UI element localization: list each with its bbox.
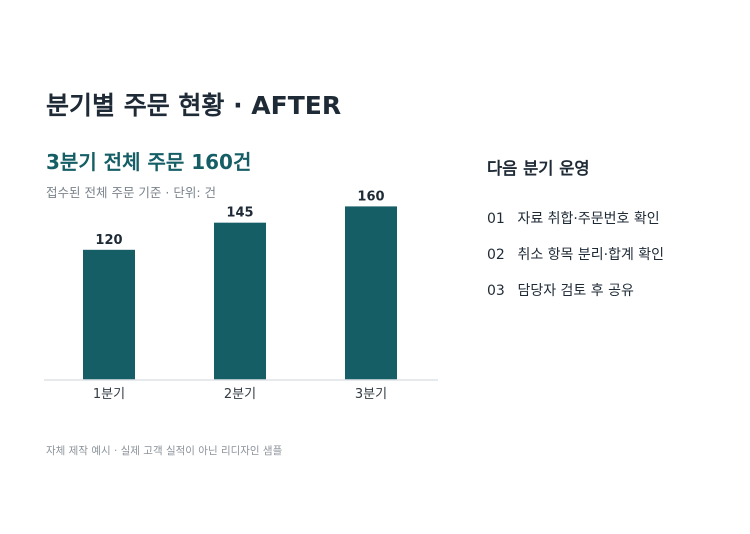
data-label: 160 (357, 189, 384, 204)
data-label: 120 (95, 233, 122, 248)
list-item-number: 03 (487, 283, 505, 299)
category-label: 1분기 (93, 387, 125, 402)
bar (214, 222, 266, 380)
list-item: 02 취소 항목 분리·합계 확인 (487, 243, 664, 279)
next-quarter-list: 01 자료 취합·주문번호 확인 02 취소 항목 분리·합계 확인 03 담당… (487, 207, 664, 315)
list-item-number: 01 (487, 211, 505, 227)
side-panel-heading: 다음 분기 운영 (487, 159, 590, 178)
chart-subtitle: 접수된 전체 주문 기준 · 단위: 건 (46, 185, 217, 200)
data-label: 145 (226, 206, 253, 221)
chart-headline: 3분기 전체 주문 160건 (46, 150, 252, 174)
category-label: 2분기 (224, 387, 256, 402)
bar (83, 249, 135, 380)
category-label: 3분기 (355, 387, 387, 402)
list-item: 03 담당자 검토 후 공유 (487, 279, 664, 315)
list-item: 01 자료 취합·주문번호 확인 (487, 207, 664, 243)
footnote: 자체 제작 예시 · 실제 고객 실적이 아닌 리디자인 샘플 (46, 445, 283, 457)
list-item-text: 담당자 검토 후 공유 (517, 283, 634, 299)
list-item-text: 자료 취합·주문번호 확인 (517, 211, 660, 227)
bar (345, 206, 397, 380)
list-item-text: 취소 항목 분리·합계 확인 (517, 247, 665, 263)
slide-title: 분기별 주문 현황 · AFTER (46, 91, 342, 120)
list-item-number: 02 (487, 247, 505, 263)
